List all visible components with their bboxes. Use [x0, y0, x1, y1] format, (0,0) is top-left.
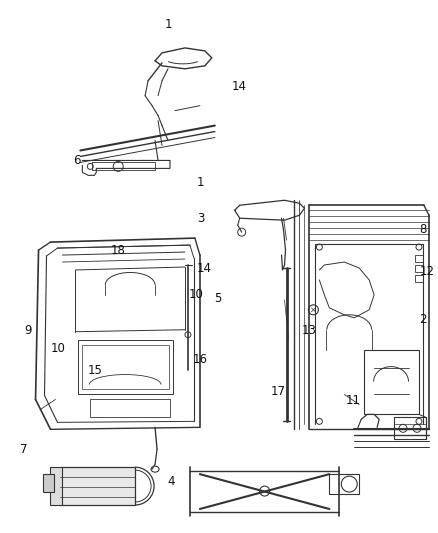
Text: 12: 12 [420, 265, 434, 278]
Text: 14: 14 [232, 79, 247, 93]
Bar [78, 340, 173, 394]
Text: 17: 17 [271, 385, 286, 398]
Bar [394, 417, 426, 439]
Text: 2: 2 [420, 313, 427, 326]
Text: 14: 14 [197, 262, 212, 274]
Bar [82, 345, 169, 390]
Text: 6: 6 [73, 154, 81, 167]
Text: 16: 16 [193, 353, 208, 366]
Text: 5: 5 [215, 292, 222, 305]
Text: 4: 4 [167, 475, 175, 488]
Text: 8: 8 [420, 223, 427, 236]
Bar [42, 474, 54, 492]
Bar [415, 265, 423, 272]
Bar [90, 399, 170, 417]
Text: 7: 7 [20, 443, 28, 456]
Text: 9: 9 [25, 324, 32, 337]
Text: 1: 1 [165, 19, 173, 31]
Text: 10: 10 [188, 288, 203, 301]
Text: 11: 11 [345, 394, 360, 407]
Bar [364, 350, 419, 414]
Text: 1: 1 [197, 176, 205, 189]
Bar [50, 467, 63, 505]
Bar [415, 255, 423, 262]
Text: 15: 15 [88, 364, 103, 376]
Bar [60, 467, 135, 505]
Bar [415, 275, 423, 282]
Bar [329, 474, 359, 494]
Text: 10: 10 [51, 342, 66, 356]
Text: 3: 3 [197, 212, 205, 225]
Text: 13: 13 [302, 324, 317, 337]
Text: 18: 18 [111, 244, 126, 257]
